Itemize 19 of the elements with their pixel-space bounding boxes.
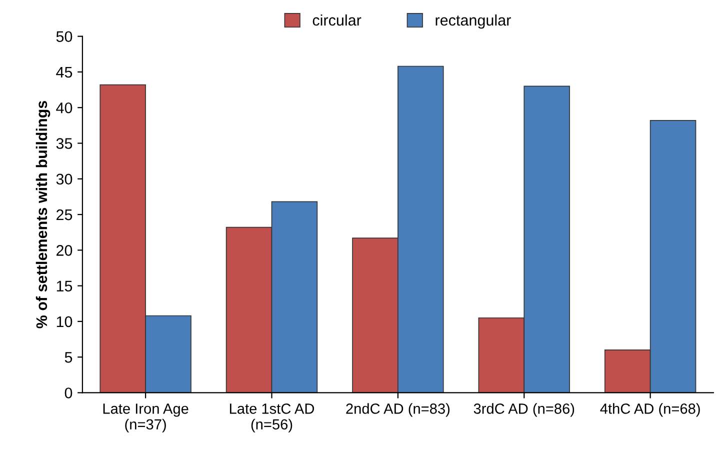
x-tick-label: Late Iron Age (n=37) [103,404,188,432]
y-tick-label: 25 [56,209,72,220]
legend-label: rectangular [436,14,511,29]
x-tick-label: 4thC AD (n=68) [600,403,700,417]
y-axis-title: % of settlements with buildings [36,100,50,328]
x-tick-label: 3rdC AD (n=86) [474,403,574,417]
y-tick-label: 35 [56,138,72,149]
y-tick-label: 10 [56,316,72,328]
y-tick-label: 45 [56,66,72,78]
y-tick-label: 30 [56,174,72,185]
x-tick-label: 2ndC AD (n=83) [346,403,450,417]
y-tick-label: 50 [56,31,72,42]
y-tick-label: 40 [56,102,72,114]
legend-label: circular [312,14,362,26]
y-tick-label: 5 [64,352,72,363]
y-tick-label: 20 [56,245,72,256]
y-tick-label: 0 [64,388,72,398]
y-tick-label: 15 [56,280,72,292]
x-tick-label: Late 1stC AD (n=56) [230,404,314,432]
